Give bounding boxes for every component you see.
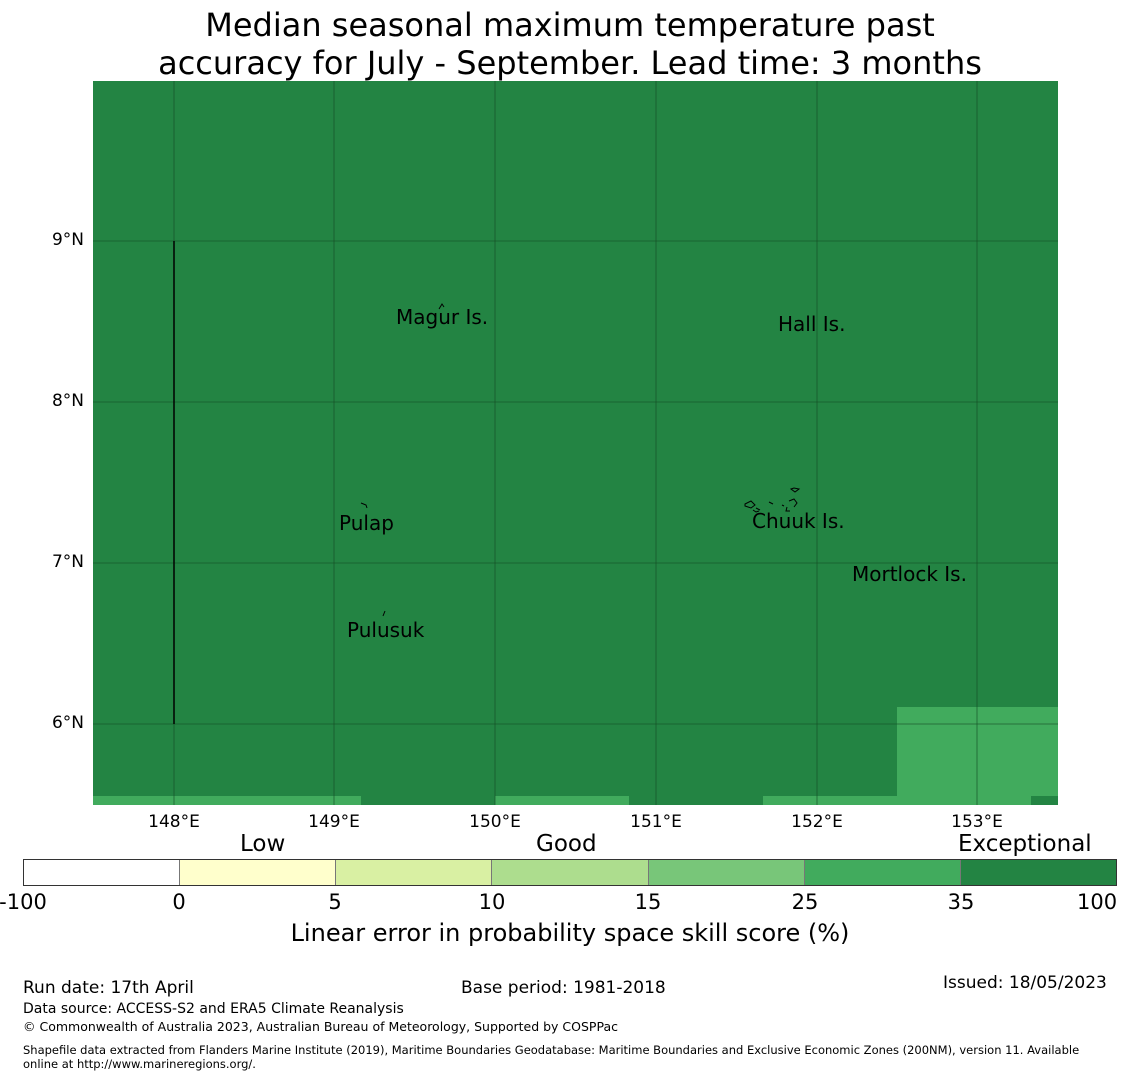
colorbar-tick: 35	[947, 890, 975, 914]
map-canvas	[93, 81, 1058, 805]
colorbar-segment	[492, 860, 649, 885]
island-chuuk-8	[752, 509, 760, 513]
colorbar-title: Linear error in probability space skill …	[290, 919, 850, 947]
lon-label-153e: 153°E	[951, 812, 1003, 832]
colorbar-segment	[24, 860, 181, 885]
lon-label-152e: 152°E	[791, 812, 843, 832]
colorbar-segment	[960, 860, 1116, 885]
lat-label-6n: 6°N	[51, 713, 84, 733]
base-period: Base period: 1981-2018	[461, 978, 666, 998]
place-label-pulap: Pulap	[339, 511, 394, 535]
island-magur	[438, 303, 445, 310]
colorbar-segment	[648, 860, 805, 885]
island-pulap	[360, 502, 368, 509]
place-label-mortlock: Mortlock Is.	[852, 562, 967, 586]
category-low: Low	[240, 831, 286, 857]
island-outlines	[360, 303, 801, 617]
place-label-magur: Magur Is.	[396, 305, 489, 329]
place-label-chuuk: Chuuk Is.	[752, 509, 845, 533]
run-date: Run date: 17th April	[23, 978, 194, 998]
colorbar-tick: 15	[634, 890, 662, 914]
island-chuuk-3	[768, 501, 774, 505]
data-source: Data source: ACCESS-S2 and ERA5 Climate …	[23, 1001, 404, 1017]
colorbar-tick: 100	[1077, 890, 1118, 914]
category-exceptional: Exceptional	[958, 831, 1092, 857]
category-good: Good	[536, 831, 597, 857]
lat-label-9n: 9°N	[51, 230, 84, 250]
colorbar-tick: 25	[791, 890, 819, 914]
exceptional-region	[93, 81, 1058, 805]
colorbar-tick: -100	[0, 890, 47, 914]
good-patch-south-west	[93, 796, 361, 805]
island-chuuk-5	[788, 498, 798, 508]
island-pulusuk	[382, 610, 386, 617]
issued-date: Issued: 18/05/2023	[943, 973, 1107, 993]
lat-label-8n: 8°N	[51, 391, 84, 411]
colorbar-segment	[804, 860, 961, 885]
shapefile-credit-line-2: online at http://www.marineregions.org/.	[23, 1057, 256, 1071]
shapefile-credit-line-1: Shapefile data extracted from Flanders M…	[23, 1043, 1080, 1057]
colorbar	[23, 859, 1117, 886]
lon-label-149e: 149°E	[308, 812, 360, 832]
title-line-1: Median seasonal maximum temperature past	[205, 6, 935, 44]
lon-label-150e: 150°E	[469, 812, 521, 832]
colorbar-segment	[336, 860, 493, 885]
lon-label-148e: 148°E	[148, 812, 200, 832]
lat-label-7n: 7°N	[51, 552, 84, 572]
good-patch-southeast	[897, 707, 1058, 805]
good-patch-south-east	[763, 796, 897, 805]
place-label-hall: Hall Is.	[778, 312, 846, 336]
gridlines	[93, 81, 1058, 805]
copyright: © Commonwealth of Australia 2023, Austra…	[23, 1019, 618, 1034]
title-line-2: accuracy for July - September. Lead time…	[158, 44, 982, 82]
colorbar-tick: 10	[478, 890, 506, 914]
island-chuuk-7	[785, 506, 790, 512]
exceptional-patch-corner	[1031, 796, 1058, 805]
island-chuuk-2	[755, 507, 761, 511]
colorbar-tick: 5	[328, 890, 342, 914]
map-title: Median seasonal maximum temperature past…	[0, 6, 1140, 82]
island-chuuk-1	[744, 500, 756, 509]
colorbar-segment	[180, 860, 337, 885]
skill-map: Magur Is. Hall Is. Pulap Chuuk Is. Mortl…	[93, 81, 1058, 805]
place-label-pulusuk: Pulusuk	[347, 618, 425, 642]
island-chuuk-6	[789, 487, 801, 493]
colorbar-tick: 0	[172, 890, 186, 914]
good-patch-south-mid	[495, 796, 629, 805]
island-chuuk-4	[781, 504, 785, 507]
lon-label-151e: 151°E	[630, 812, 682, 832]
